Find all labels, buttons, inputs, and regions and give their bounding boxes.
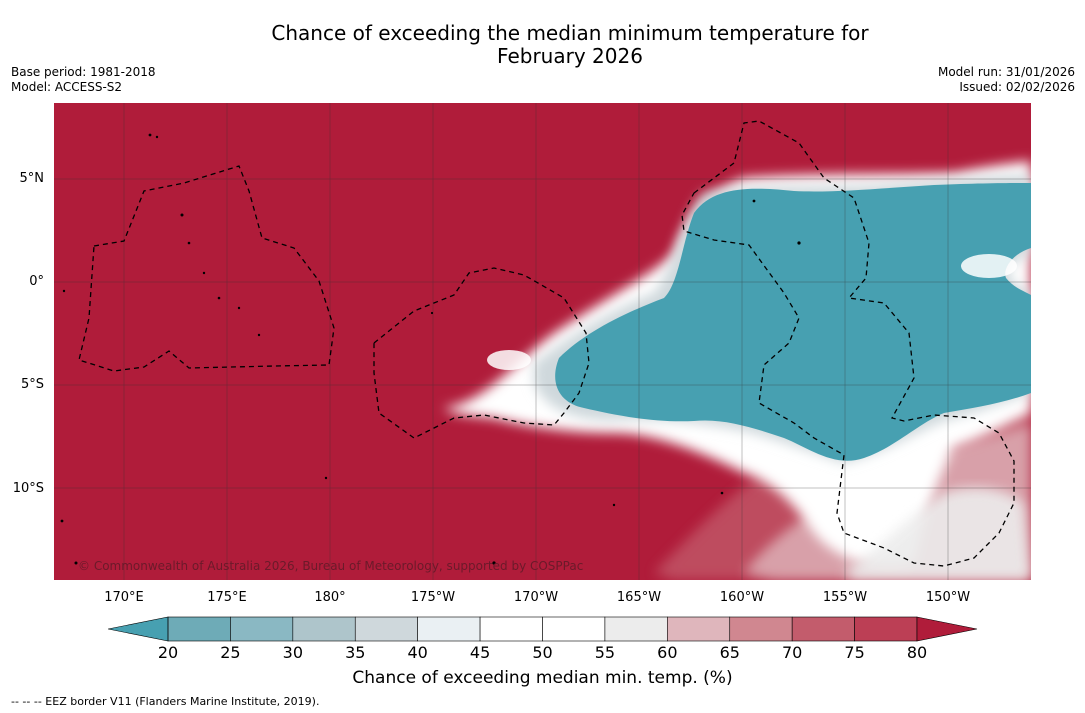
island-dot [612, 503, 616, 507]
island-dot [60, 519, 64, 523]
lat-label-10s: 10°S [12, 481, 44, 496]
colorbar-bin [791, 616, 855, 642]
meta-right: Model run: 31/01/2026 Issued: 02/02/2026 [938, 65, 1075, 95]
lon-label-175e: 175°E [207, 590, 247, 605]
colorbar-bin [354, 616, 418, 642]
copyright-notice: © Commonwealth of Australia 2026, Bureau… [78, 559, 584, 573]
colorbar-label: Chance of exceeding median min. temp. (%… [352, 668, 733, 688]
island-dot [797, 241, 801, 245]
colorbar-tick-label: 40 [407, 643, 428, 662]
colorbar-tick-label: 60 [657, 643, 678, 662]
lat-label-0: 0° [29, 274, 44, 289]
base-period: Base period: 1981-2018 [11, 65, 156, 79]
island-dot [237, 306, 241, 310]
colorbar-extend-low-outline [107, 616, 169, 642]
lon-label-170e: 170°E [104, 590, 144, 605]
colorbar-bin [729, 616, 793, 642]
islands [60, 133, 801, 565]
island-dot [720, 491, 724, 495]
island-dot [492, 561, 496, 565]
title-line-2: February 2026 [497, 44, 643, 68]
map-canvas [54, 103, 1031, 580]
lat-label-5s: 5°S [20, 377, 44, 392]
island-dot [324, 476, 328, 480]
colorbar-tick-label: 70 [781, 643, 803, 662]
colorbar-bin [604, 616, 668, 642]
lon-label-155w: 155°W [822, 590, 868, 605]
colorbar-tick-label: 80 [906, 643, 928, 662]
lon-label-160w: 160°W [719, 590, 765, 605]
lon-label-165w: 165°W [616, 590, 662, 605]
graticule [54, 103, 1031, 580]
model-name: Model: ACCESS-S2 [11, 80, 123, 94]
colorbar-bin [417, 616, 481, 642]
colorbar-bin [167, 616, 231, 642]
island-dot [430, 311, 434, 315]
colorbar-bin [854, 616, 918, 642]
island-dot [74, 561, 78, 565]
colorbar-extend-high [916, 616, 978, 642]
colorbar-extend-low [108, 617, 168, 641]
neutral-blob-east [961, 254, 1017, 278]
eez-footnote: -- -- -- EEZ border V11 (Flanders Marine… [11, 695, 320, 708]
lon-label-180: 180° [314, 590, 346, 605]
colorbar-bin [542, 616, 606, 642]
colorbar-tick-label: 65 [719, 643, 740, 662]
island-dot [180, 213, 184, 217]
colorbar-tick-label: 45 [469, 643, 491, 662]
colorbar-segments [167, 616, 918, 642]
island-dot [257, 333, 261, 337]
title-line-1: Chance of exceeding the median minimum t… [271, 21, 869, 45]
colorbar-bin [230, 616, 294, 642]
colorbar-tick-label: 35 [345, 643, 366, 662]
lon-label-150w: 150°W [925, 590, 971, 605]
island-dot [155, 135, 159, 139]
island-dot [187, 241, 191, 245]
neutral-blob-west [487, 350, 531, 370]
island-dot [752, 199, 756, 203]
eez-borders [78, 120, 1015, 567]
forecast-map[interactable]: © Commonwealth of Australia 2026, Bureau… [54, 103, 1031, 580]
colorbar [107, 614, 978, 644]
colorbar-graphic [107, 616, 978, 642]
eez-kiribati-gilbert [78, 165, 335, 372]
colorbar-bin [667, 616, 731, 642]
colorbar-bin [292, 616, 356, 642]
colorbar-tick-label: 25 [220, 643, 241, 662]
colorbar-tick-label: 75 [844, 643, 865, 662]
island-dot [62, 289, 66, 293]
lat-label-5n: 5°N [19, 171, 45, 186]
meta-left: Base period: 1981-2018 Model: ACCESS-S2 [11, 65, 156, 95]
colorbar-bin [479, 616, 543, 642]
island-dot [148, 133, 152, 137]
island-dot [217, 296, 221, 300]
lon-label-175w: 175°W [410, 590, 456, 605]
model-run: Model run: 31/01/2026 [937, 65, 1075, 79]
issued-date: Issued: 02/02/2026 [959, 80, 1075, 94]
colorbar-tick-label: 20 [157, 643, 179, 662]
colorbar-tick-label: 50 [532, 643, 553, 662]
colorbar-tick-label: 55 [594, 643, 616, 662]
island-dot [202, 271, 206, 275]
cool-anomaly-core [555, 183, 1031, 461]
lon-label-170w: 170°W [513, 590, 559, 605]
eez-phoenix [373, 267, 590, 439]
eez-line-islands [681, 120, 1015, 567]
neutral-band-gray [844, 487, 1031, 580]
chart-title: Chance of exceeding the median minimum t… [0, 22, 1085, 68]
colorbar-tick-label: 30 [282, 643, 303, 662]
